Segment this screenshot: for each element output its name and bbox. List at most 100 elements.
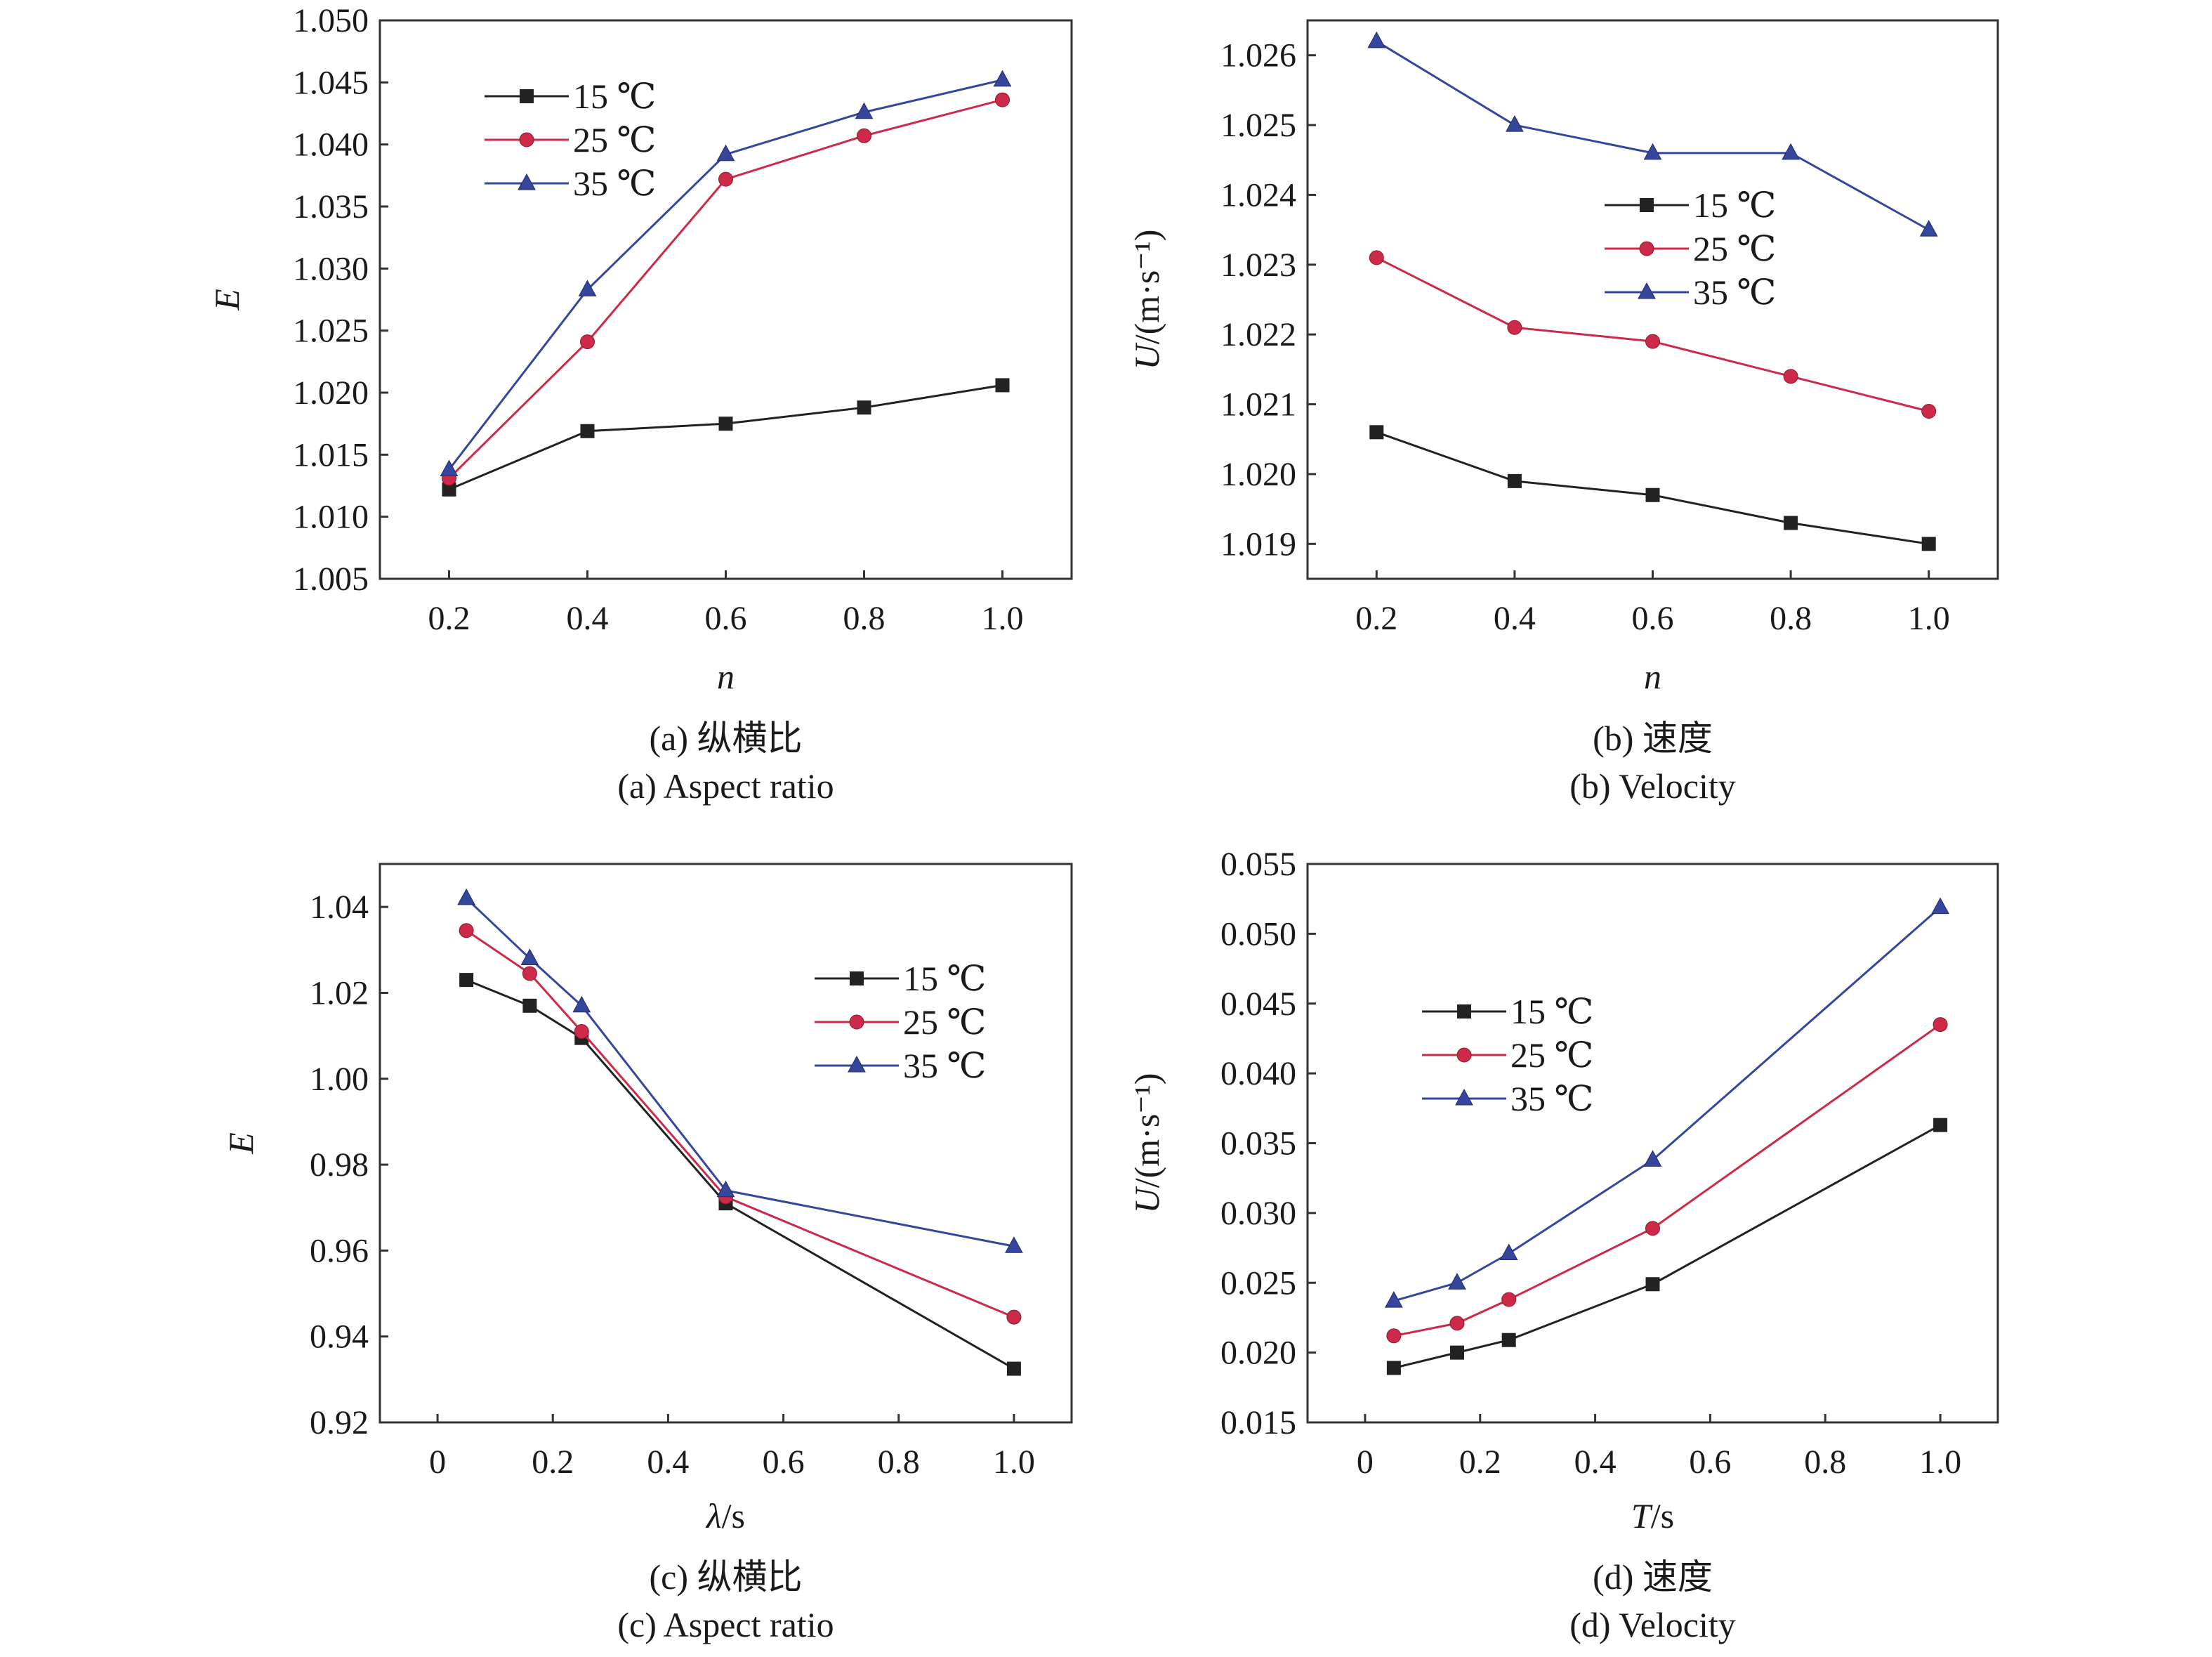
data-point	[574, 1024, 589, 1039]
y-tick-label: 1.021	[1220, 386, 1296, 424]
data-point	[1921, 537, 1936, 551]
caption-zh: (a) 纵横比	[650, 719, 803, 758]
data-point	[995, 378, 1010, 393]
x-tick-label: 0.2	[532, 1443, 574, 1481]
legend-label: 25 ℃	[903, 1002, 986, 1042]
x-tick-label: 1.0	[1919, 1443, 1961, 1481]
data-point	[442, 482, 456, 497]
series-line	[448, 384, 1003, 491]
data-point	[857, 128, 871, 143]
y-tick-label: 0.045	[1220, 985, 1296, 1023]
data-point	[1449, 1345, 1464, 1360]
series-line	[1393, 1023, 1941, 1337]
y-axis-title: E	[221, 1132, 261, 1155]
x-tick-label: 0.2	[428, 600, 470, 637]
y-tick-label: 1.020	[293, 374, 369, 412]
legend: 15 ℃ 25 ℃ 35 ℃	[1605, 185, 1776, 312]
legend-marker	[518, 173, 536, 190]
data-point	[520, 948, 539, 966]
y-tick-label: 1.025	[293, 313, 369, 350]
y-axis-title: E	[207, 289, 246, 311]
caption-en: (d) Velocity	[1569, 1605, 1736, 1644]
data-point	[1643, 143, 1662, 160]
data-point	[1645, 1221, 1660, 1236]
y-tick-label: 1.019	[1220, 525, 1296, 563]
y-tick-label: 0.98	[310, 1146, 369, 1184]
data-point	[855, 102, 874, 119]
data-point	[578, 280, 597, 296]
data-point	[995, 92, 1010, 107]
x-tick-label: 1.0	[982, 600, 1024, 637]
data-point	[1643, 1150, 1662, 1167]
caption-en: (a) Aspect ratio	[617, 766, 834, 806]
plot-frame	[378, 863, 1073, 1424]
caption-zh: (b) 速度	[1593, 719, 1713, 758]
data-point	[440, 459, 459, 477]
data-point	[1933, 1118, 1948, 1132]
x-tick-label: 0.6	[705, 600, 747, 637]
x-tick-label: 0.4	[1494, 600, 1536, 637]
y-tick-label: 1.02	[310, 974, 369, 1011]
series-1	[442, 378, 1010, 497]
x-tick-label: 1.0	[1908, 600, 1950, 637]
y-tick-label: 0.96	[310, 1232, 369, 1269]
legend-label: 15 ℃	[573, 77, 656, 116]
data-point	[1933, 1017, 1948, 1033]
legend-marker	[1639, 241, 1654, 256]
legend-label: 25 ℃	[573, 120, 656, 159]
y-tick-label: 1.040	[293, 126, 369, 164]
y-tick-label: 1.035	[293, 188, 369, 225]
legend-label: 15 ℃	[1510, 992, 1593, 1031]
legend-label: 35 ℃	[1693, 273, 1776, 312]
y-tick-label: 0.92	[310, 1404, 369, 1441]
y-tick-label: 0.035	[1220, 1125, 1296, 1162]
data-point	[1005, 1236, 1023, 1253]
data-point	[459, 973, 474, 988]
data-point	[716, 144, 735, 162]
caption-zh: (c) 纵横比	[650, 1557, 803, 1597]
y-tick-label: 1.00	[310, 1061, 369, 1098]
series-line	[1393, 1124, 1941, 1369]
x-axis-title-unit: /s	[722, 1496, 745, 1535]
data-point	[1499, 1243, 1518, 1261]
data-point	[1919, 220, 1938, 237]
y-tick-label: 1.015	[293, 436, 369, 473]
data-point	[1506, 115, 1524, 132]
data-point	[1645, 334, 1660, 349]
y-tick-label: 0.94	[310, 1318, 369, 1356]
data-point	[1931, 897, 1949, 915]
y-tick-label: 1.025	[1220, 107, 1296, 144]
legend-label: 25 ℃	[1693, 229, 1776, 268]
y-tick-label: 0.015	[1220, 1404, 1296, 1441]
legend-label: 25 ℃	[1510, 1035, 1593, 1075]
x-tick-label: 0.8	[1770, 600, 1812, 637]
legend: 15 ℃ 25 ℃ 35 ℃	[815, 959, 986, 1085]
y-tick-label: 1.022	[1220, 316, 1296, 353]
x-tick-label: 0.4	[567, 600, 609, 637]
legend-marker	[1640, 198, 1654, 212]
chart-panel-b: 1.019 1.020 1.021 1.022 1.023 1.024 1.025 1.026…	[1127, 19, 1999, 806]
chart-panel-c: 0.92 0.94 0.96 0.98 1.00 1.02 1.04 0 0.2 0.4 0.6 0.…	[221, 863, 1073, 1644]
x-tick-label: 0.6	[1632, 600, 1674, 637]
data-point	[572, 995, 591, 1013]
chart-panel-d: 0.015 0.020 0.025 0.030 0.035 0.040 0.045 0.050…	[1127, 846, 1999, 1644]
series-line	[1393, 906, 1942, 1302]
data-point	[457, 888, 475, 905]
series-1	[1369, 425, 1936, 551]
x-axis-title-unit: /s	[1651, 1496, 1674, 1535]
x-tick-label: 0.2	[1355, 600, 1397, 637]
x-tick-label: 0.2	[1459, 1443, 1501, 1481]
y-tick-label: 1.023	[1220, 247, 1296, 284]
y-tick-label: 1.04	[310, 889, 369, 926]
y-axis-title-unit: /(m·s⁻¹)	[1127, 230, 1166, 345]
legend-marker	[520, 89, 534, 103]
series-3	[1385, 897, 1949, 1308]
data-point	[1448, 1273, 1466, 1290]
x-tick-label: 0.8	[878, 1443, 920, 1481]
x-tick-label: 0.6	[1689, 1443, 1731, 1481]
data-point	[1449, 1316, 1465, 1331]
series-2	[1386, 1017, 1948, 1344]
x-axis-title-var: T	[1631, 1496, 1653, 1535]
x-tick-label: 1.0	[993, 1443, 1035, 1481]
y-tick-label: 1.010	[293, 499, 369, 536]
